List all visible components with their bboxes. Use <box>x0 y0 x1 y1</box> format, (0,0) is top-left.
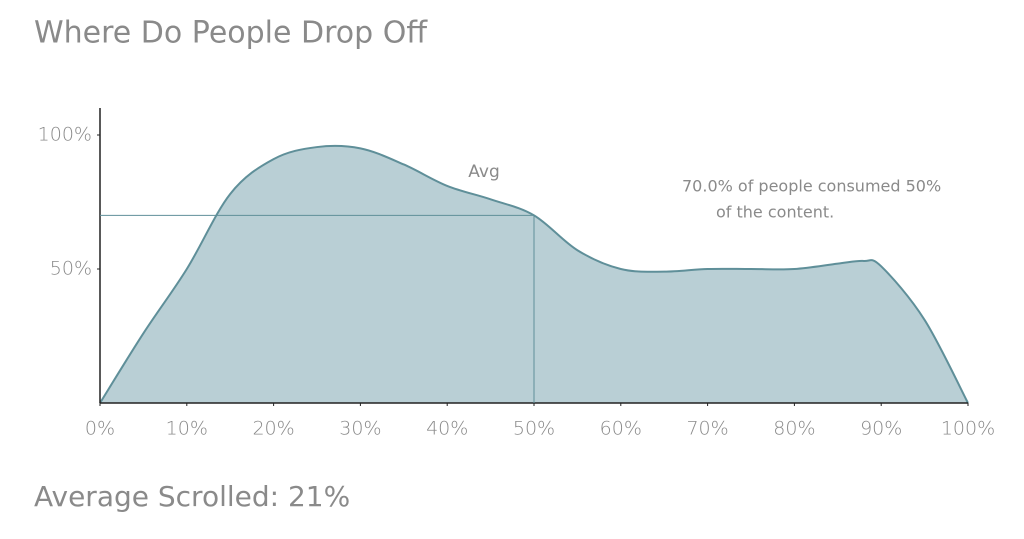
x-tick-label: 20% <box>252 418 294 440</box>
annotation: of the content. <box>716 203 834 222</box>
x-tick-label: 30% <box>339 418 381 440</box>
area-line <box>99 144 969 404</box>
x-tick-label: 100% <box>941 418 995 440</box>
x-tick-label: 40% <box>426 418 468 440</box>
x-tick-label: 50% <box>513 418 555 440</box>
x-tick-label: 0% <box>85 418 115 440</box>
footer: Average Scrolled: 21% <box>34 480 350 513</box>
y-tick-label: 50% <box>50 258 92 280</box>
x-tick-label: 80% <box>773 418 815 440</box>
avg-label: Avg <box>468 162 500 182</box>
chart-title: Where Do People Drop Off <box>34 16 428 51</box>
annotation: 70.0% of people consumed 50% <box>682 177 941 196</box>
x-tick-label: 70% <box>686 418 728 440</box>
x-tick-label: 10% <box>166 418 208 440</box>
x-tick-label: 90% <box>860 418 902 440</box>
x-tick-label: 60% <box>600 418 642 440</box>
y-tick-label: 100% <box>38 124 92 146</box>
